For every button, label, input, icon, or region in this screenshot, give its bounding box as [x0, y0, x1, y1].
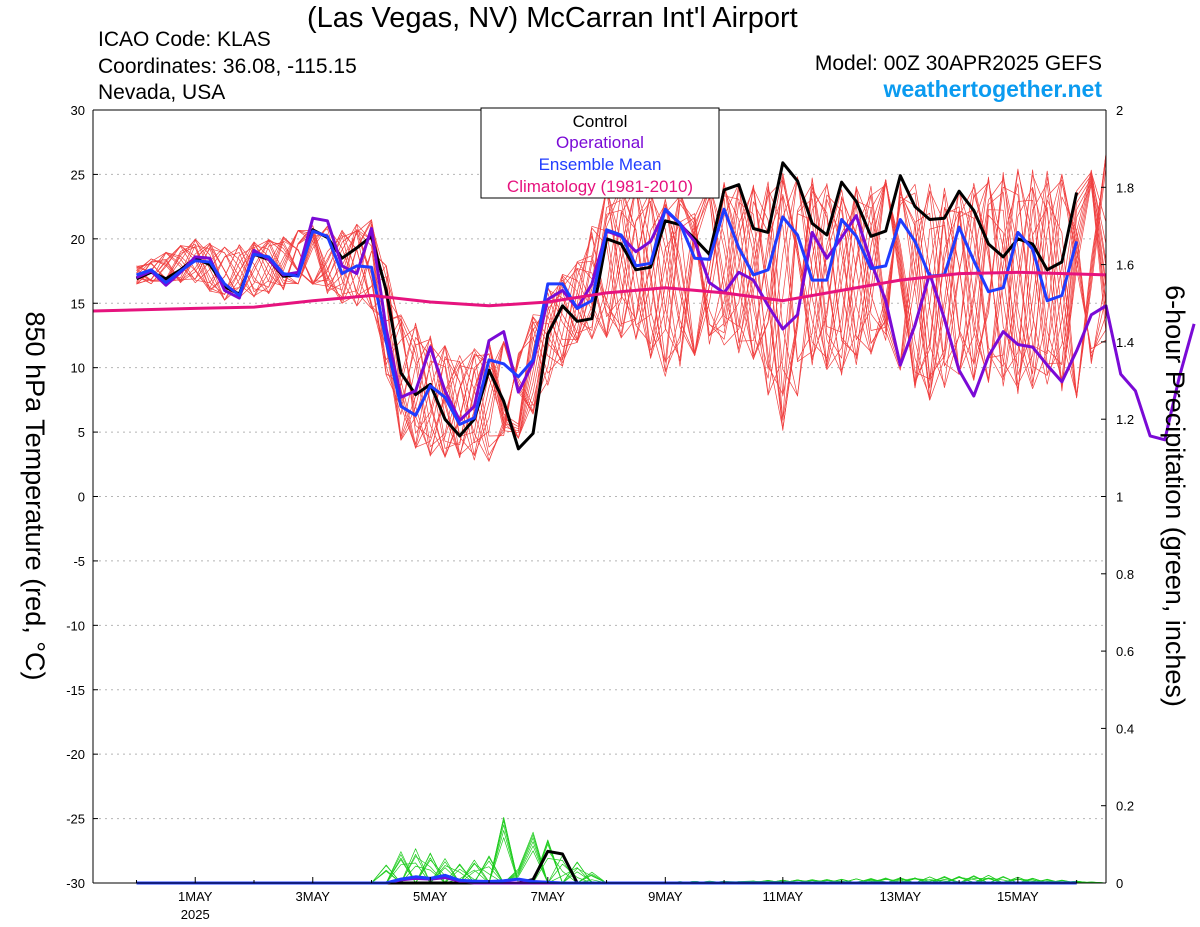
- region-label: Nevada, USA: [98, 81, 226, 104]
- tick-labels: 302520151050-5-10-15-20-25-3021.81.61.41…: [66, 103, 1134, 922]
- y-left-tick-label: -30: [66, 876, 85, 891]
- y-right-tick-label: 0.2: [1116, 799, 1134, 814]
- y-left-tick-label: 10: [71, 361, 85, 376]
- temperature-member-line: [136, 172, 1107, 446]
- x-tick-label: 15MAY: [997, 889, 1039, 904]
- x-tick-label: 3MAY: [296, 889, 331, 904]
- precip-member-line: [136, 824, 1107, 884]
- y-axis-left-title: 850 hPa Temperature (red, °C): [20, 312, 50, 681]
- precip-member-line: [136, 816, 1106, 884]
- y-left-tick-label: 20: [71, 232, 85, 247]
- temperature-member-line: [136, 169, 1107, 459]
- model-run-label: Model: 00Z 30APR2025 GEFS: [814, 52, 1102, 75]
- y-left-tick-label: -5: [73, 554, 85, 569]
- y-right-tick-label: 1.4: [1116, 335, 1134, 350]
- x-tick-label: 5MAY: [413, 889, 448, 904]
- y-right-tick-label: 1.6: [1116, 258, 1134, 273]
- y-right-tick-label: 1.2: [1116, 412, 1134, 427]
- y-left-tick-label: -20: [66, 747, 85, 762]
- y-right-tick-label: 0: [1116, 876, 1123, 891]
- site-name[interactable]: weathertogether.net: [883, 76, 1102, 102]
- y-right-tick-label: 0.4: [1116, 721, 1134, 736]
- y-left-tick-label: -25: [66, 812, 85, 827]
- icao-code-label: ICAO Code: KLAS: [98, 28, 271, 51]
- legend-operational: Operational: [556, 133, 644, 152]
- y-right-tick-label: 0.6: [1116, 644, 1134, 659]
- legend-climatology: Climatology (1981-2010): [507, 177, 693, 196]
- x-tick-label: 9MAY: [648, 889, 683, 904]
- climatology-1981-2010-temperature-line: [92, 270, 1107, 313]
- precip-member-line: [136, 831, 1106, 884]
- y-right-tick-label: 1.8: [1116, 180, 1134, 195]
- precip-member-line: [136, 830, 1106, 884]
- ensemble-mean-temperature-line: [136, 207, 1079, 426]
- y-axis-right-title: 6-hour Precipitation (green, inches): [1160, 285, 1190, 707]
- temperature-member-line: [136, 176, 1107, 455]
- precip-member-line: [136, 817, 1107, 884]
- y-right-tick-label: 0.8: [1116, 567, 1134, 582]
- x-tick-label: 7MAY: [531, 889, 566, 904]
- y-right-tick-label: 1: [1116, 490, 1123, 505]
- precip-member-line: [136, 837, 1107, 884]
- precip-member-line: [136, 837, 1106, 884]
- control-precipitation-line: [136, 849, 1077, 885]
- y-left-tick-label: 25: [71, 167, 85, 182]
- y-left-tick-label: -15: [66, 683, 85, 698]
- legend-ensemble-mean: Ensemble Mean: [539, 155, 662, 174]
- y-left-tick-label: 0: [78, 490, 85, 505]
- y-left-tick-label: 30: [71, 103, 85, 118]
- ensemble-members: [136, 153, 1107, 884]
- precip-member-line: [136, 834, 1107, 884]
- chart-title: (Las Vegas, NV) McCarran Int'l Airport: [307, 2, 798, 34]
- legend-control: Control: [573, 112, 628, 131]
- y-left-tick-label: -10: [66, 618, 85, 633]
- temperature-member-line: [136, 159, 1107, 457]
- precip-member-line: [136, 820, 1107, 884]
- legend: Control Operational Ensemble Mean Climat…: [480, 107, 720, 199]
- y-right-tick-label: 2: [1116, 103, 1123, 118]
- x-tick-sublabel: 2025: [181, 907, 210, 922]
- y-left-tick-label: 5: [78, 425, 85, 440]
- gridlines: [93, 173, 1106, 820]
- coordinates-label: Coordinates: 36.08, -115.15: [98, 55, 357, 78]
- x-tick-label: 11MAY: [762, 889, 803, 904]
- x-tick-label: 1MAY: [178, 889, 213, 904]
- y-left-tick-label: 15: [71, 296, 85, 311]
- legend-box: [480, 107, 720, 199]
- temperature-member-line: [136, 177, 1107, 437]
- operational-temperature-line: [135, 209, 1196, 442]
- x-tick-label: 13MAY: [880, 889, 922, 904]
